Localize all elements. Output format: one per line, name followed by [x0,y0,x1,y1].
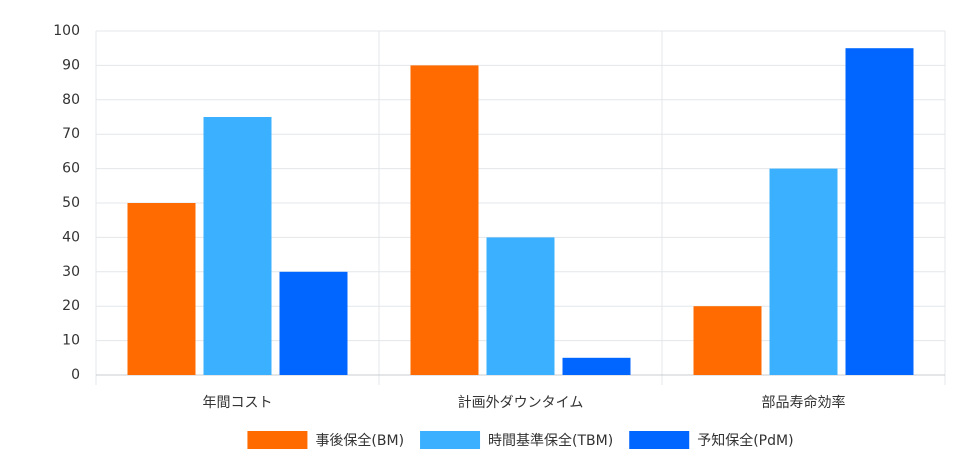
y-tick-label: 50 [62,195,80,211]
bar [845,48,914,375]
y-tick-label: 10 [62,333,80,349]
bar [693,306,762,375]
y-tick-label: 0 [71,367,80,383]
x-tick-label: 年間コスト [203,395,273,411]
y-tick-label: 60 [62,161,80,177]
y-tick-label: 100 [53,23,80,39]
legend-swatch [629,431,690,449]
legend-label: 時間基準保全(TBM) [488,432,613,449]
bar [279,271,348,375]
y-tick-label: 20 [62,298,80,314]
bar [769,168,838,375]
legend-label: 事後保全(BM) [315,432,404,449]
legend-swatch [247,431,308,449]
y-tick-label: 30 [62,264,80,280]
bar [562,357,631,375]
bar [127,203,196,375]
x-tick-label: 部品寿命効率 [762,394,846,411]
bar [410,65,479,376]
bar [203,117,272,375]
y-tick-label: 80 [62,92,80,108]
y-tick-label: 90 [62,57,80,73]
y-tick-label: 70 [62,126,80,142]
bar [486,237,555,375]
x-tick-label: 計画外ダウンタイム [458,395,584,411]
legend-label: 予知保全(PdM) [697,432,793,449]
y-tick-label: 40 [62,229,80,245]
legend-swatch [420,431,481,449]
